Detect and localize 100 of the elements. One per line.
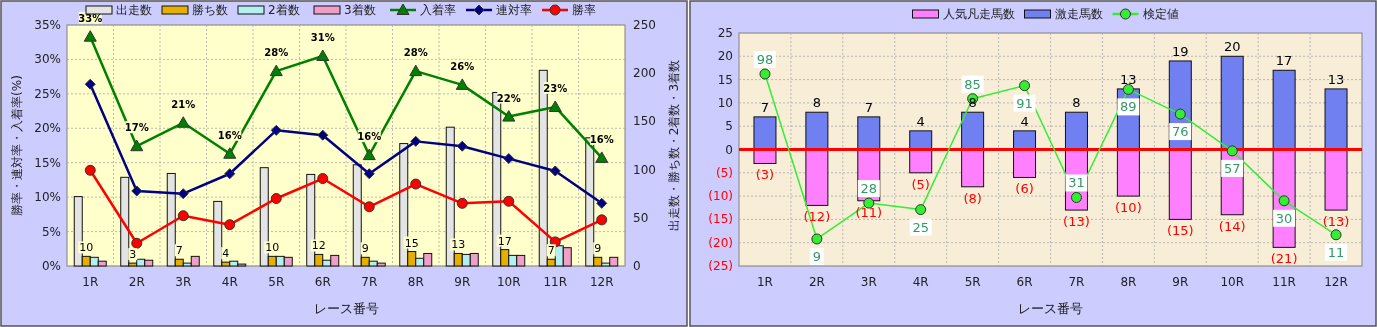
- bar: [1324, 149, 1348, 211]
- data-label: 10: [79, 241, 94, 255]
- data-label: 8: [1072, 95, 1081, 111]
- point: [270, 193, 282, 205]
- x-tick-label: 10R: [1220, 275, 1245, 289]
- y-tick-label: 15%: [34, 155, 61, 170]
- x-axis-title: レース番号: [1018, 301, 1083, 316]
- x-tick-label: 6R: [1016, 275, 1033, 289]
- data-label: 33%: [78, 12, 103, 24]
- annotation: 57: [1223, 160, 1241, 176]
- point: [362, 148, 376, 161]
- y-tick-label: 10: [717, 95, 733, 110]
- annotation: 28: [860, 181, 878, 197]
- point: [759, 68, 771, 80]
- x-tick-label: 10R: [496, 275, 521, 289]
- y2-tick-label: 150: [633, 114, 656, 129]
- y-tick-label: 10%: [34, 190, 61, 205]
- data-label: 12: [311, 239, 326, 253]
- data-label: (13): [1322, 214, 1350, 230]
- y-tick-label: 15: [717, 72, 733, 87]
- point: [316, 49, 330, 61]
- annotation: 9: [812, 248, 822, 264]
- legend-label: 3着数: [344, 3, 376, 17]
- point: [1019, 80, 1031, 92]
- y-tick-label: 35%: [34, 18, 61, 32]
- data-label: 19: [1172, 43, 1189, 59]
- point: [1070, 192, 1082, 203]
- data-label: 16%: [589, 133, 614, 145]
- y2-tick-label: 50: [633, 210, 649, 225]
- data-label: 23%: [543, 82, 568, 94]
- x-tick-label: 4R: [221, 275, 238, 289]
- y2-axis-title: 出走数・勝ち数・2着数・3着数: [667, 59, 681, 232]
- x-tick-label: 3R: [175, 275, 192, 289]
- point: [224, 168, 236, 180]
- x-tick-label: 12R: [589, 275, 614, 289]
- bar: [1064, 111, 1088, 150]
- point: [409, 64, 423, 77]
- bar: [805, 149, 829, 206]
- x-tick-label: 9R: [454, 275, 471, 289]
- legend-label: 人気凡走馬数: [942, 7, 1015, 21]
- data-label: 9: [361, 242, 369, 256]
- x-tick-label: 1R: [82, 275, 99, 289]
- data-label: 8: [812, 95, 822, 111]
- point: [503, 195, 515, 207]
- annotation: 31: [1068, 175, 1085, 191]
- point: [131, 185, 143, 197]
- data-label: 9: [594, 242, 602, 256]
- legend-label: 激走馬数: [1054, 7, 1103, 21]
- x-tick-label: 2R: [808, 275, 825, 289]
- y-tick-label: 20: [717, 49, 733, 64]
- bar: [1272, 69, 1296, 150]
- data-label: 16%: [217, 129, 242, 141]
- annotation: 25: [912, 219, 929, 235]
- bar: [1324, 88, 1348, 150]
- data-label: (10): [1115, 200, 1142, 216]
- data-label: (14): [1218, 218, 1246, 234]
- y-tick-label: (20): [708, 235, 733, 250]
- data-label: (21): [1270, 251, 1298, 267]
- legend-label: 勝ち数: [192, 3, 228, 17]
- data-label: 17: [1275, 53, 1293, 69]
- point: [84, 78, 96, 90]
- bar: [961, 149, 985, 188]
- point: [456, 197, 468, 209]
- bar: [805, 111, 829, 150]
- data-label: 4: [916, 113, 925, 129]
- legend-label: 入着率: [420, 3, 456, 17]
- bar: [857, 116, 881, 150]
- x-tick-label: 12R: [1324, 275, 1348, 289]
- x-tick-label: 3R: [860, 275, 877, 289]
- point: [363, 201, 375, 213]
- point: [223, 147, 237, 159]
- x-tick-label: 6R: [314, 275, 331, 289]
- y2-tick-label: 200: [633, 66, 656, 81]
- annotation: 76: [1172, 124, 1189, 140]
- data-label: 20: [1223, 39, 1241, 55]
- data-label: 7: [547, 244, 555, 258]
- y-tick-label: (15): [708, 212, 733, 227]
- legend-label: 勝率: [572, 3, 596, 17]
- y-tick-label: 20%: [34, 121, 61, 136]
- x-tick-label: 5R: [268, 275, 285, 289]
- point: [1122, 83, 1134, 95]
- data-label: (15): [1166, 223, 1194, 239]
- point: [456, 140, 468, 152]
- data-label: 10: [265, 241, 280, 255]
- y2-tick-label: 0: [633, 259, 641, 273]
- point: [811, 233, 823, 245]
- annotation: 30: [1275, 210, 1293, 226]
- point: [595, 151, 609, 163]
- data-label: (13): [1063, 214, 1090, 230]
- data-label: 22%: [496, 92, 521, 104]
- point: [549, 165, 561, 177]
- point: [177, 188, 189, 200]
- data-label: (11): [855, 204, 883, 220]
- point: [915, 204, 927, 216]
- data-label: 28%: [403, 47, 428, 59]
- legend-label: 2着数: [268, 3, 300, 17]
- annotation: 91: [1016, 95, 1033, 111]
- y-tick-label: (5): [716, 165, 733, 180]
- point: [317, 129, 329, 141]
- legend-label: 連対率: [496, 3, 532, 17]
